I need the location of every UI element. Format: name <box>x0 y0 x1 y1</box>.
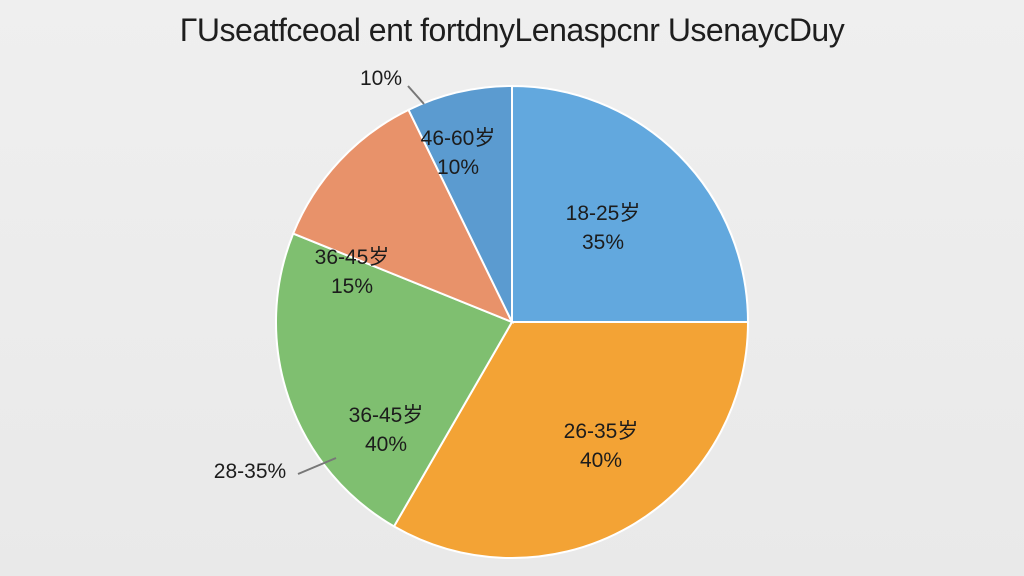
slice-label-3: 36-45岁 40% <box>349 404 424 456</box>
pie-slice-2 <box>392 321 750 559</box>
callout-label-1: 10% <box>360 67 402 90</box>
slice-category-2: 26-35岁 <box>564 420 639 443</box>
slice-label-4: 36-45岁 15% <box>315 246 390 298</box>
chart-title: ΓUseatfceoal ent fortdnyLenaspcnr Usenay… <box>179 12 845 48</box>
pie-slice-4 <box>291 108 515 324</box>
slice-label-5: 46-60岁 10% <box>421 127 496 179</box>
slice-category-5: 46-60岁 <box>421 127 496 150</box>
slice-label-2: 26-35岁 40% <box>564 420 639 472</box>
pie-slice-3 <box>275 232 514 528</box>
slice-value-5: 10% <box>437 156 479 179</box>
slice-category-3: 36-45岁 <box>349 404 424 427</box>
slice-category-1: 18-25岁 <box>566 202 641 225</box>
callout-leader-line-2 <box>297 457 337 475</box>
slice-value-1: 35% <box>582 231 624 254</box>
slice-value-2: 40% <box>580 449 622 472</box>
callout-leader-line-1 <box>407 85 425 105</box>
slice-value-4: 15% <box>331 275 373 298</box>
callout-label-2: 28-35% <box>214 460 286 483</box>
slice-category-4: 36-45岁 <box>315 246 390 269</box>
pie-slice-5 <box>407 84 513 323</box>
pie-slice-1 <box>511 84 750 323</box>
slice-value-3: 40% <box>365 433 407 456</box>
slice-label-1: 18-25岁 35% <box>566 202 641 254</box>
